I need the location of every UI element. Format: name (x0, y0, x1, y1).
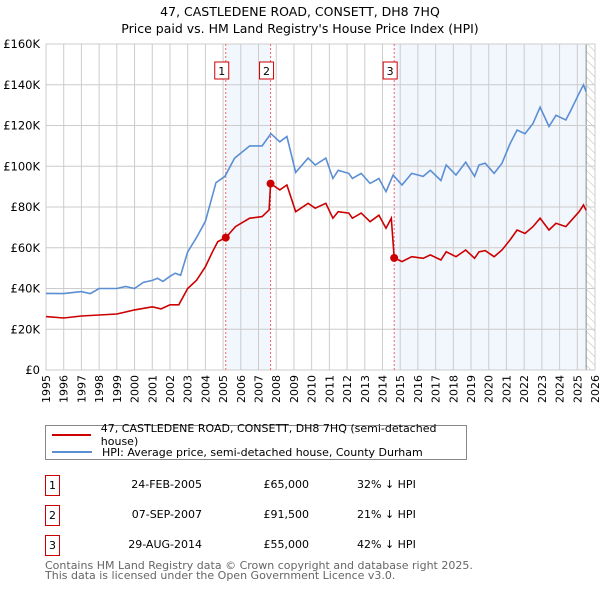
x-tick-label: 1996 (58, 375, 71, 403)
series-line (45, 82, 587, 295)
x-tick-label: 2003 (182, 375, 195, 403)
x-tick-label: 2020 (483, 375, 496, 403)
x-tick-label: 2023 (536, 375, 549, 403)
x-tick-label: 2005 (217, 375, 230, 403)
sale-label: 2 (263, 65, 270, 78)
x-tick-label: 1995 (40, 375, 53, 403)
x-tick-label: 1998 (93, 375, 106, 403)
y-tick-label: £100K (3, 159, 40, 173)
x-tick-label: 1997 (75, 375, 88, 403)
legend-item-property: 47, CASTLEDENE ROAD, CONSETT, DH8 7HQ (s… (52, 422, 466, 448)
transaction-date: 24-FEB-2005 (131, 478, 202, 491)
sale-label: 3 (387, 65, 394, 78)
x-tick-label: 2018 (447, 375, 460, 403)
x-tick-label: 2007 (253, 375, 266, 403)
y-tick-label: £160K (3, 37, 40, 51)
sale-point (390, 253, 399, 262)
footer-copyright: Contains HM Land Registry data © Crown c… (45, 559, 473, 572)
chart-title: 47, CASTLEDENE ROAD, CONSETT, DH8 7HQ (160, 4, 440, 19)
x-tick-label: 2021 (500, 375, 513, 403)
y-tick-label: £40K (11, 282, 41, 296)
transaction-hpi-diff: 21% ↓ HPI (357, 508, 416, 521)
sale-label: 1 (218, 65, 225, 78)
transaction-date: 07-SEP-2007 (131, 508, 202, 521)
x-tick-label: 2017 (430, 375, 443, 403)
x-tick-label: 2024 (554, 375, 567, 403)
series-line (45, 182, 587, 319)
transaction-row: 1 24-FEB-2005 £65,000 32% ↓ HPI (45, 475, 445, 497)
legend-label-property: 47, CASTLEDENE ROAD, CONSETT, DH8 7HQ (s… (100, 422, 437, 448)
transaction-price: £91,500 (263, 508, 310, 521)
sale-label-box (259, 61, 275, 80)
x-tick-label: 2015 (394, 375, 407, 403)
transaction-row: 3 29-AUG-2014 £55,000 42% ↓ HPI (45, 535, 445, 557)
y-tick-label: £60K (11, 241, 41, 255)
x-tick-label: 2006 (235, 375, 248, 403)
y-tick-label: £140K (3, 78, 40, 92)
legend: 47, CASTLEDENE ROAD, CONSETT, DH8 7HQ (s… (45, 422, 467, 460)
transaction-number: 1 (45, 475, 60, 496)
legend-swatch-hpi (52, 451, 92, 453)
legend-swatch-property (52, 434, 91, 436)
x-tick-label: 1999 (111, 375, 124, 403)
y-tick-label: £80K (11, 200, 41, 214)
x-tick-label: 2002 (164, 375, 177, 403)
x-tick-label: 2009 (288, 375, 301, 403)
x-tick-label: 2000 (129, 375, 142, 403)
x-tick-label: 2016 (412, 375, 425, 403)
x-tick-label: 2025 (571, 375, 584, 403)
transaction-date: 29-AUG-2014 (128, 538, 202, 551)
transaction-number: 3 (45, 535, 60, 556)
x-tick-label: 2011 (323, 375, 336, 403)
transaction-price: £65,000 (263, 478, 310, 491)
y-tick-label: £0 (25, 363, 40, 377)
sale-point (221, 233, 230, 242)
transaction-hpi-diff: 42% ↓ HPI (357, 538, 416, 551)
sale-label-box (382, 61, 398, 80)
x-tick-label: 2014 (376, 375, 389, 403)
transaction-number: 2 (45, 505, 60, 526)
footer-licence: This data is licensed under the Open Gov… (45, 569, 396, 582)
y-tick-label: £120K (3, 119, 40, 133)
x-tick-label: 2001 (146, 375, 159, 403)
x-tick-label: 2019 (465, 375, 478, 403)
sale-point (266, 179, 275, 188)
x-tick-label: 2004 (199, 375, 212, 403)
price-chart: 1995 1996 1997 1998 1999 2000 2001 2002 2003 2004… (3, 37, 600, 403)
sale-label-box (214, 61, 230, 80)
legend-label-hpi: HPI: Average price, semi-detached house,… (102, 445, 423, 459)
x-tick-label: 2022 (518, 375, 531, 403)
x-tick-label: 2008 (270, 375, 283, 403)
legend-item-hpi: HPI: Average price, semi-detached house,… (52, 444, 423, 460)
transaction-price: £55,000 (263, 538, 310, 551)
y-tick-label: £20K (11, 322, 41, 336)
transaction-row: 2 07-SEP-2007 £91,500 21% ↓ HPI (45, 505, 445, 527)
x-tick-label: 2012 (341, 375, 354, 403)
chart-subtitle: Price paid vs. HM Land Registry's House … (121, 21, 479, 36)
x-tick-label: 2013 (359, 375, 372, 403)
x-tick-label: 2010 (306, 375, 319, 403)
plot-frame (45, 43, 596, 371)
transaction-hpi-diff: 32% ↓ HPI (357, 478, 416, 491)
x-tick-label: 2026 (589, 375, 600, 403)
